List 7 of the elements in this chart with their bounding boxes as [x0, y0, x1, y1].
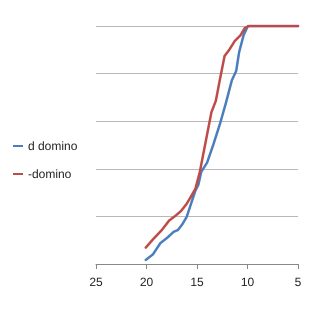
- x-tick-label: 5: [294, 275, 302, 289]
- x-tick-label: 25: [89, 275, 103, 289]
- x-tick-label: 15: [190, 275, 204, 289]
- x-tick-label: 10: [240, 275, 254, 289]
- legend-label: d domino: [28, 139, 78, 153]
- x-tick-label: 20: [140, 275, 154, 289]
- legend-label: -domino: [28, 167, 72, 181]
